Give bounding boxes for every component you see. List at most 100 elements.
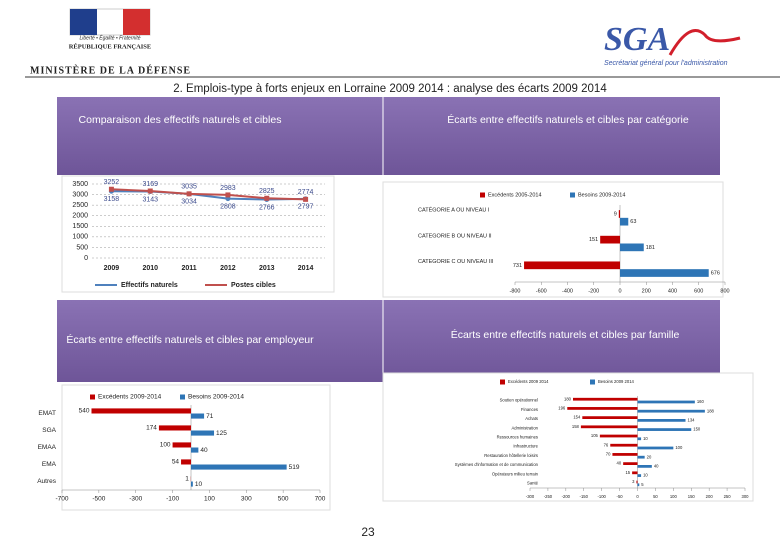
chart-frame xyxy=(382,372,754,502)
bar xyxy=(637,409,705,413)
value-label: 174 xyxy=(146,425,157,432)
x-tick-label: -400 xyxy=(562,288,573,294)
bar xyxy=(620,269,709,277)
category-label: CATEGORIE C OU NIVEAU III xyxy=(418,259,494,265)
value-label: 2808 xyxy=(220,203,236,210)
point xyxy=(147,188,153,194)
bar xyxy=(580,425,638,429)
x-tick-label: 2014 xyxy=(298,265,314,272)
panel-title: Écarts entre effectifs naturels et cible… xyxy=(447,113,689,126)
bar xyxy=(191,481,193,487)
x-tick-label: 0 xyxy=(636,494,639,499)
legend-label: Postes cibles xyxy=(231,282,276,289)
bar xyxy=(637,446,674,450)
category-label: Systèmes d'information et de communicati… xyxy=(455,462,539,467)
bar xyxy=(524,261,620,270)
bar xyxy=(623,462,638,465)
x-tick-label: -700 xyxy=(55,496,68,503)
y-tick-label: 3500 xyxy=(72,181,88,188)
x-tick-label: -100 xyxy=(166,496,179,503)
bar xyxy=(637,465,652,468)
bar xyxy=(191,447,199,453)
bar xyxy=(637,419,686,422)
x-tick-label: -800 xyxy=(509,288,520,294)
sga-swoosh xyxy=(668,29,741,56)
category-label: Infrastructure xyxy=(513,444,538,449)
logo-blue xyxy=(70,9,97,35)
y-tick-label: 2000 xyxy=(72,213,88,220)
ministry: MINISTÈRE DE LA DÉFENSE xyxy=(30,64,191,76)
x-tick-label: 2011 xyxy=(181,265,196,272)
x-tick-label: -300 xyxy=(129,496,142,503)
panel-top xyxy=(57,97,720,175)
bar xyxy=(610,443,638,447)
y-tick-label: 1500 xyxy=(72,223,88,230)
x-tick-label: 200 xyxy=(642,288,651,294)
x-tick-label: 500 xyxy=(278,496,289,503)
point xyxy=(264,195,270,201)
value-label: 676 xyxy=(711,270,720,276)
x-tick-label: 200 xyxy=(706,494,714,499)
value-label: 188 xyxy=(707,408,715,413)
bar xyxy=(620,217,629,226)
value-label: 1 xyxy=(185,476,189,483)
x-tick-label: 250 xyxy=(724,494,732,499)
value-label: 180 xyxy=(564,396,572,401)
point xyxy=(303,196,309,202)
value-label: 40 xyxy=(200,447,208,454)
bar xyxy=(637,428,692,431)
y-tick-label: 2500 xyxy=(72,202,88,209)
category-label: Ressources humaines xyxy=(497,435,538,440)
logo-red xyxy=(123,9,150,35)
category-label: EMA xyxy=(42,461,57,468)
sga-logo: SGA xyxy=(604,21,670,58)
value-label: 160 xyxy=(697,399,705,404)
value-label: 3035 xyxy=(181,184,197,191)
legend-swatch xyxy=(500,379,505,385)
bar xyxy=(600,235,620,244)
point xyxy=(186,191,192,197)
x-tick-label: -600 xyxy=(536,288,547,294)
x-tick-label: 100 xyxy=(670,494,678,499)
value-label: 196 xyxy=(558,406,566,411)
value-label: 158 xyxy=(572,424,580,429)
legend-label: Besoins 2009-2014 xyxy=(188,394,244,401)
value-label: 105 xyxy=(591,433,599,438)
value-label: 15 xyxy=(625,470,630,475)
bar xyxy=(636,480,638,484)
value-label: 5 xyxy=(641,482,644,487)
value-label: 54 xyxy=(172,459,180,466)
value-label: 3252 xyxy=(104,179,120,186)
bar xyxy=(632,471,638,475)
republic-motto: Liberté • Égalité • Fraternité xyxy=(79,34,140,41)
x-tick-label: -200 xyxy=(562,494,571,499)
value-label: 10 xyxy=(195,481,203,488)
value-label: 154 xyxy=(573,415,581,420)
bar xyxy=(582,416,638,419)
category-label: CATEGORIE B OU NIVEAU II xyxy=(418,233,492,239)
category-label: EMAT xyxy=(38,410,56,417)
legend-label: Excédents 2005-2014 xyxy=(488,192,542,198)
sga-subtitle: Secrétariat général pour l'administratio… xyxy=(604,60,728,67)
chart-frame xyxy=(382,181,724,298)
value-label: 70 xyxy=(606,452,611,457)
bar xyxy=(567,407,638,410)
value-label: 150 xyxy=(693,427,701,432)
value-label: 151 xyxy=(589,237,598,243)
value-label: 3158 xyxy=(104,196,120,203)
y-tick-label: 0 xyxy=(84,255,88,262)
bar xyxy=(172,442,191,448)
x-tick-label: 0 xyxy=(618,288,621,294)
value-label: 2774 xyxy=(298,189,314,196)
legend-swatch xyxy=(90,394,95,400)
value-label: 540 xyxy=(79,408,90,415)
x-tick-label: -100 xyxy=(597,494,606,499)
value-label: 125 xyxy=(216,430,227,437)
x-tick-label: -300 xyxy=(526,494,535,499)
x-tick-label: 600 xyxy=(694,288,703,294)
x-tick-label: -500 xyxy=(92,496,105,503)
x-tick-label: 700 xyxy=(315,496,326,503)
x-tick-label: 150 xyxy=(688,494,696,499)
point xyxy=(108,186,114,192)
